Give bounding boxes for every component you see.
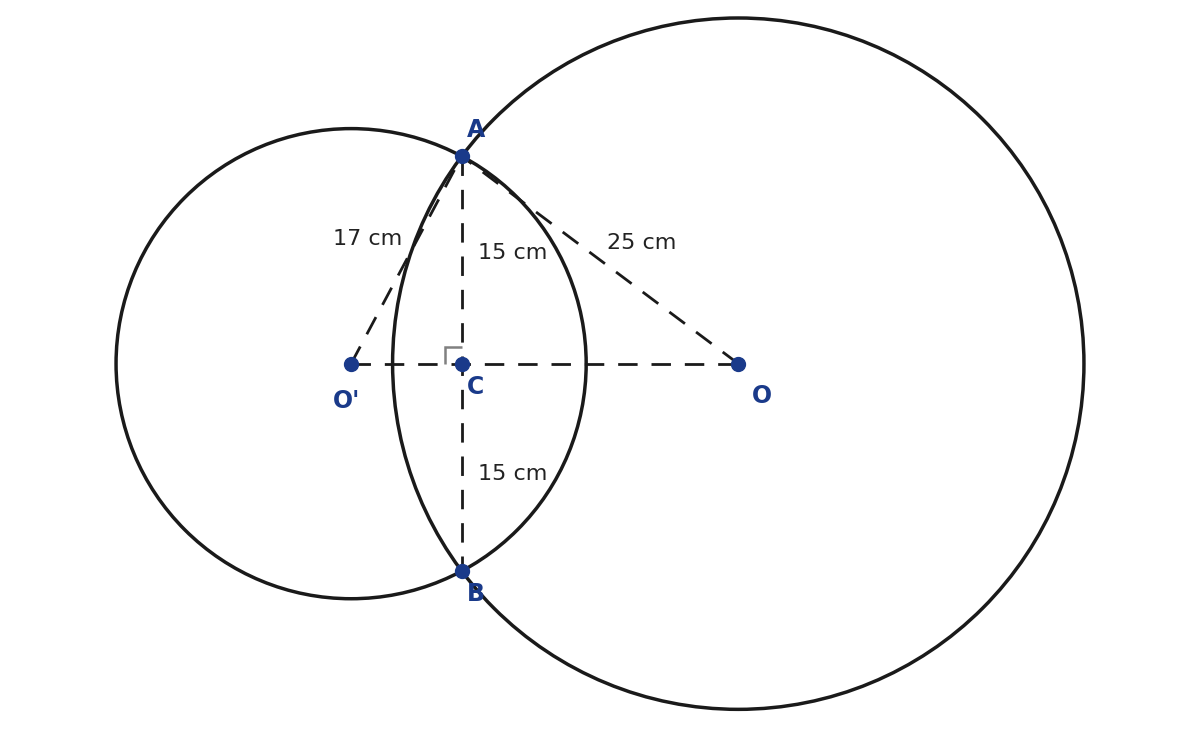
- Text: 15 cm: 15 cm: [479, 464, 547, 484]
- Text: 17 cm: 17 cm: [334, 229, 402, 249]
- Point: [452, 150, 472, 162]
- Text: A: A: [467, 119, 486, 143]
- Text: O': O': [334, 389, 361, 412]
- Point: [452, 358, 472, 370]
- Point: [342, 358, 361, 370]
- Text: O: O: [752, 384, 773, 408]
- Text: C: C: [467, 374, 485, 399]
- Text: 15 cm: 15 cm: [479, 243, 547, 263]
- Text: 25 cm: 25 cm: [607, 233, 676, 253]
- Text: B: B: [467, 582, 485, 606]
- Point: [452, 565, 472, 577]
- Point: [728, 358, 748, 370]
